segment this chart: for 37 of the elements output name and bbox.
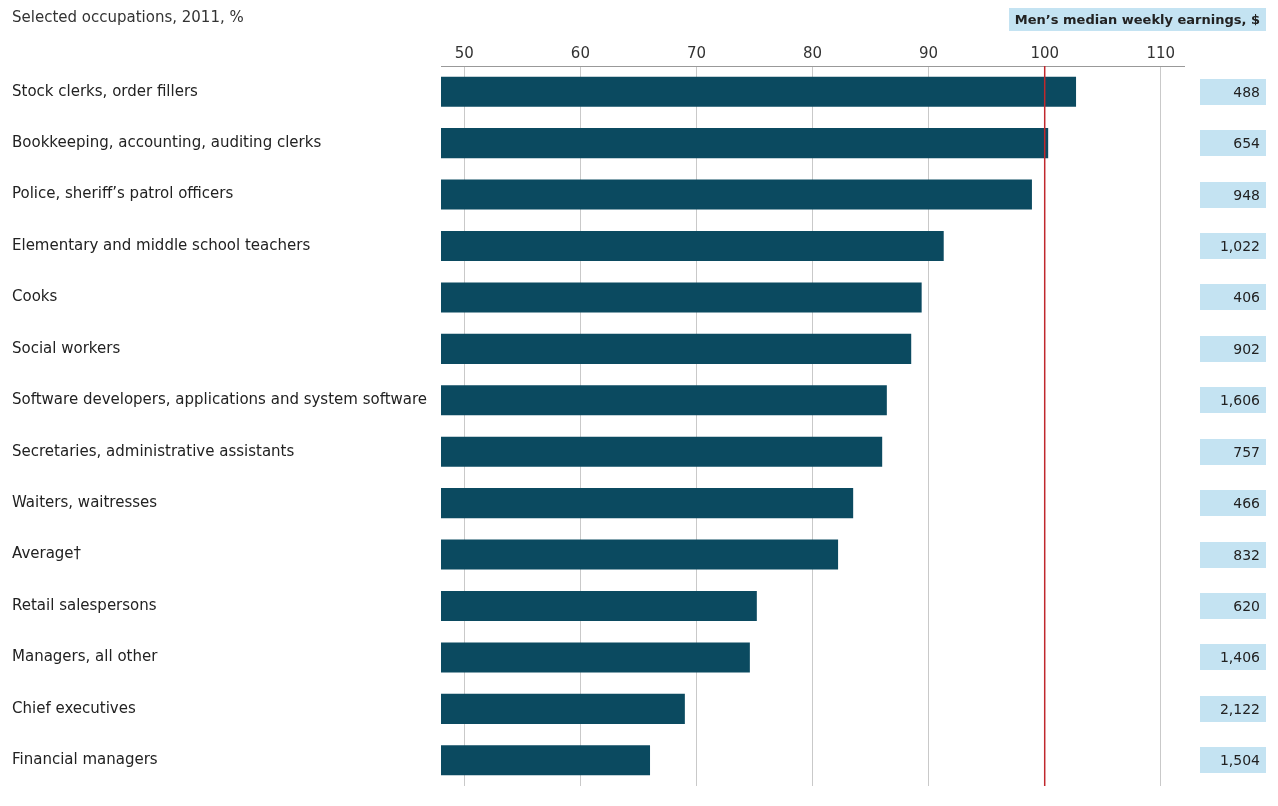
y-tick-label: Software developers, applications and system software [12,390,428,409]
y-tick-label: Waiters, waitresses [12,493,158,512]
x-tick-label: 70 [686,43,707,62]
data-label: 488 [1200,78,1266,105]
y-tick-label: Police, sheriff’s patrol officers [12,184,234,203]
y-tick-label: Bookkeeping, accounting, auditing clerks [12,133,322,152]
x-tick-label: 80 [803,43,823,62]
text: Men’s median weekly earnings, $ [1008,8,1266,31]
text: Selected occupations, 2011, % [12,8,244,26]
data-label: 406 [1200,284,1266,311]
data-label: 1,406 [1200,644,1266,671]
y-tick-label: Managers, all other [12,647,159,666]
y-tick-label: Elementary and middle school teachers [12,235,311,254]
data-label: 620 [1200,593,1266,619]
x-tick-label: 100 [1030,43,1060,62]
data-label: 948 [1200,181,1266,208]
data-label: 2,122 [1200,695,1266,722]
data-label: 1,022 [1200,233,1266,259]
y-tick-label: Secretaries, administrative assistants [12,441,295,460]
y-tick-label: Financial managers [12,750,158,769]
data-label: 832 [1200,541,1266,568]
x-tick-label: 50 [454,43,474,62]
y-tick-label: Average† [12,544,82,563]
x-tick-label: 110 [1146,43,1176,62]
data-label: 757 [1200,438,1266,465]
y-tick-label: Retail salespersons [12,595,157,614]
y-tick-label: Chief executives [12,698,136,717]
data-label: 1,504 [1200,747,1266,774]
data-label: 902 [1200,335,1266,362]
y-tick-label: Cooks [12,287,58,306]
x-tick-label: 60 [570,43,590,62]
data-label: 466 [1200,490,1266,517]
y-tick-label: Social workers [12,338,121,357]
data-label: 654 [1200,130,1266,157]
y-tick-label: Stock clerks, order fillers [12,81,199,100]
data-label: 1,606 [1200,387,1266,414]
x-tick-label: 90 [919,43,939,62]
